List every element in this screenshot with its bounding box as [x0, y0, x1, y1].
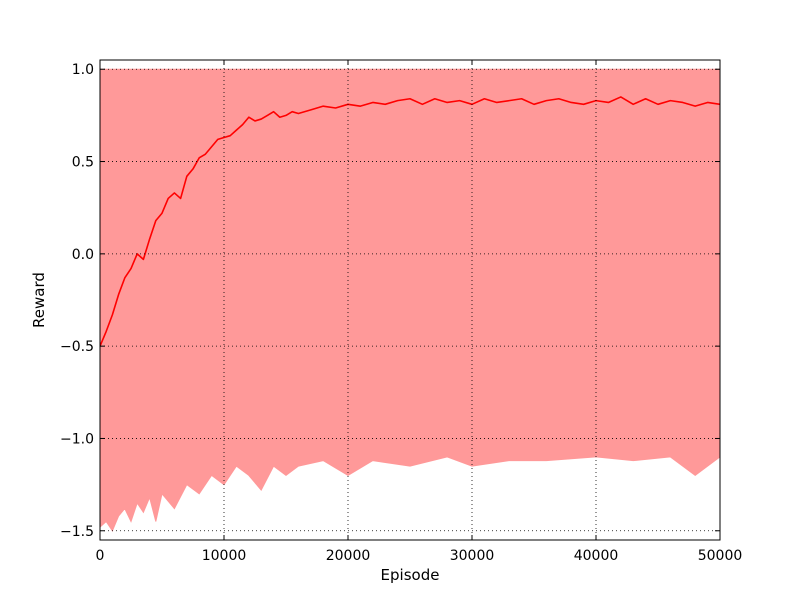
y-tick-label: −1.5	[60, 524, 94, 540]
x-tick-label: 20000	[326, 548, 371, 564]
y-tick-label: −0.5	[60, 339, 94, 355]
y-tick-label: 1.0	[72, 62, 94, 78]
axis-ticks: 0 10000 20000 30000 40000 50000 1.0 0.5 0.0 −0.5 −…	[60, 60, 742, 564]
x-tick-label: 30000	[450, 548, 495, 564]
grid-lines	[100, 60, 720, 540]
y-axis-label: Reward	[30, 272, 48, 328]
x-tick-label: 40000	[574, 548, 619, 564]
x-tick-label: 10000	[202, 548, 247, 564]
x-tick-label: 50000	[698, 548, 743, 564]
plot-frame	[99, 59, 721, 541]
x-tick-label: 0	[96, 548, 105, 564]
x-axis-label: Episode	[381, 566, 440, 584]
raw-reward-band	[100, 68, 720, 532]
smoothed-reward-line	[100, 96, 720, 347]
y-tick-label: −1.0	[60, 431, 94, 447]
plot-area	[100, 68, 720, 532]
y-tick-label: 0.0	[72, 247, 94, 263]
y-tick-label: 0.5	[72, 155, 94, 171]
